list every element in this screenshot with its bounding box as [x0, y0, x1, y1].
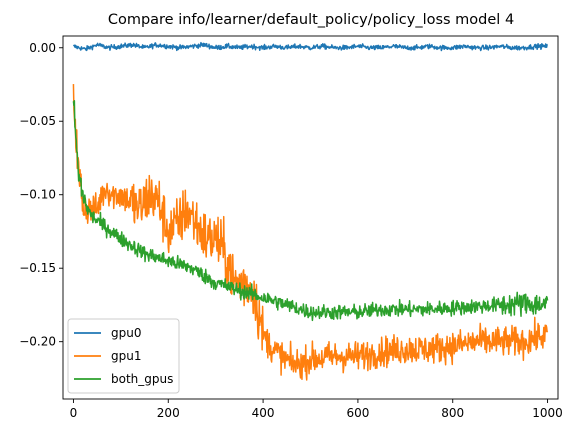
- series-line-gpu0: [72, 41, 548, 52]
- x-tick-label: 400: [252, 406, 275, 420]
- x-tick-label: 0: [70, 406, 78, 420]
- plot-area-frame: [62, 35, 559, 400]
- series-layer: [72, 41, 549, 381]
- y-tick-label: −0.10: [19, 188, 56, 202]
- y-tick-label: −0.20: [19, 335, 56, 349]
- legend-label-gpu0: gpu0: [111, 326, 141, 340]
- x-tick-label: 1000: [532, 406, 563, 420]
- y-axis: 0.00 −0.05 −0.10 −0.15 −0.20: [19, 41, 63, 349]
- y-tick-label: −0.15: [19, 261, 56, 275]
- series-line-both-gpus: [72, 100, 549, 322]
- legend-label-gpu1: gpu1: [111, 349, 141, 363]
- x-axis: 0 200 400 600 800 1000: [70, 399, 563, 420]
- legend-label-both-gpus: both_gpus: [111, 372, 173, 386]
- x-tick-label: 200: [157, 406, 180, 420]
- y-tick-label: −0.05: [19, 114, 56, 128]
- chart-title: Compare info/learner/default_policy/poli…: [108, 12, 514, 28]
- x-tick-label: 600: [346, 406, 369, 420]
- legend: gpu0 gpu1 both_gpus: [67, 318, 180, 394]
- series-line-gpu1: [72, 84, 549, 381]
- y-tick-label: 0.00: [29, 41, 56, 55]
- x-tick-label: 800: [441, 406, 464, 420]
- legend-box: [67, 318, 180, 394]
